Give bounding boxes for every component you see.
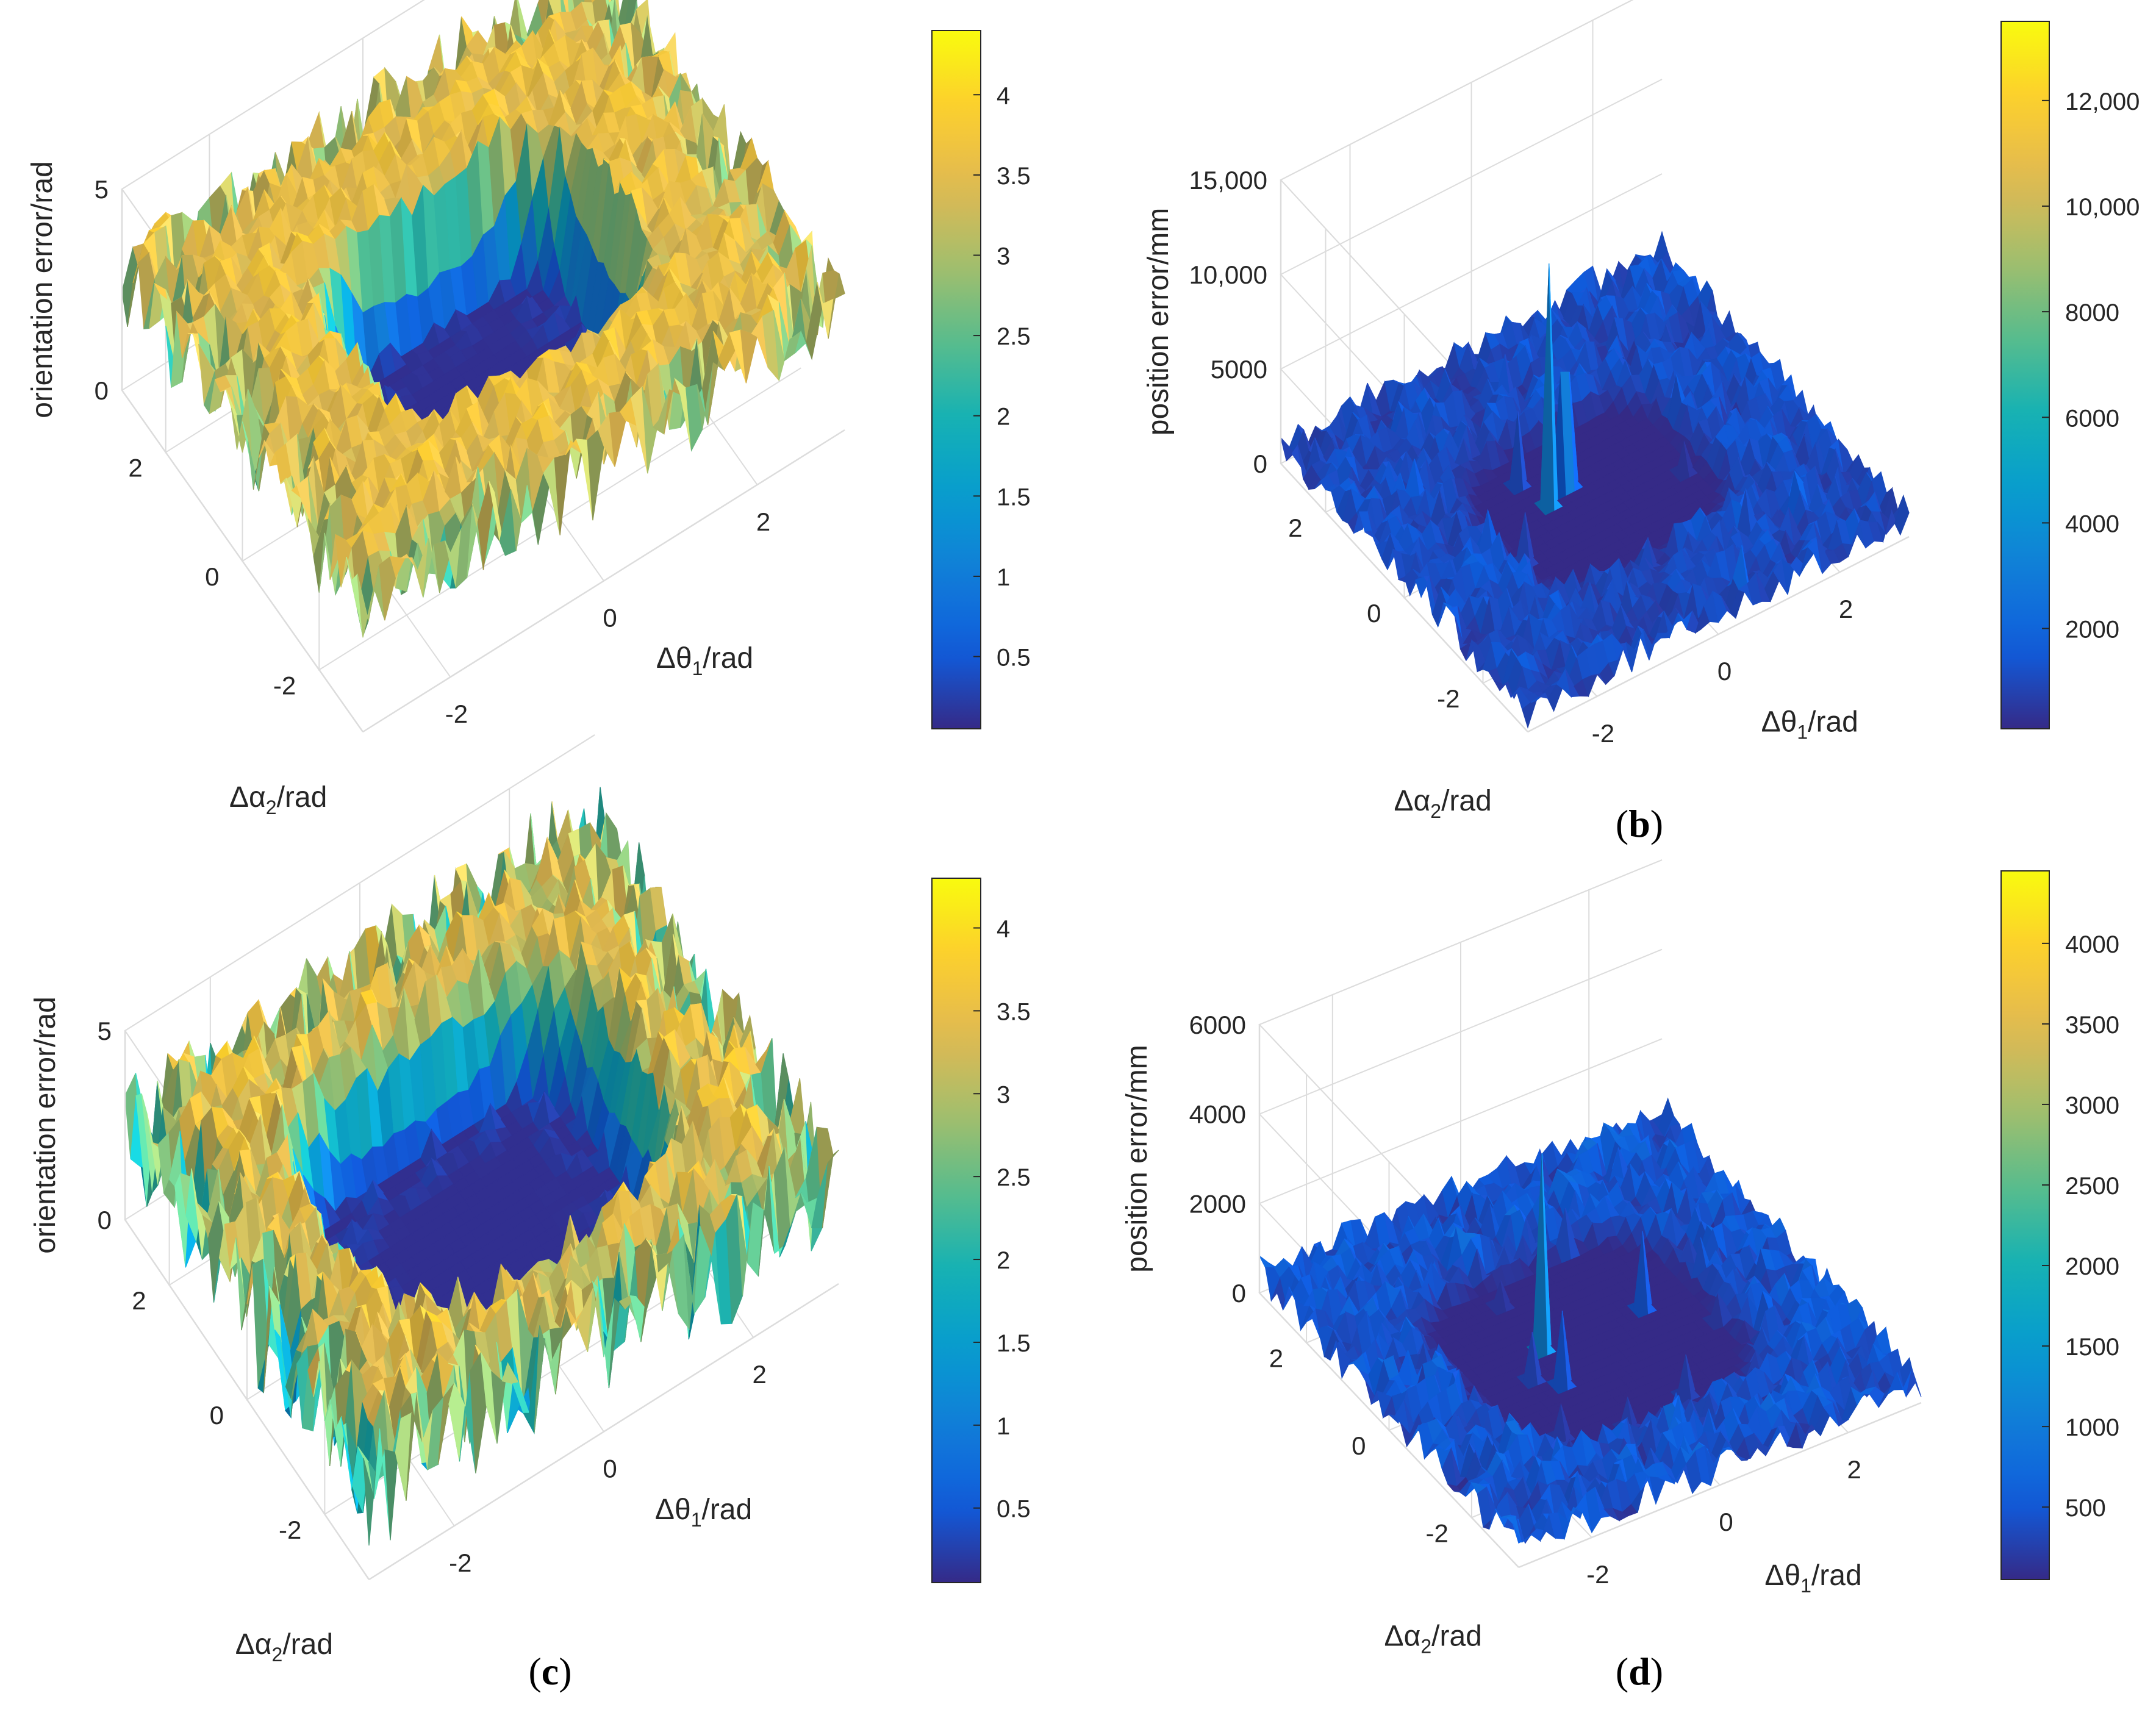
panel-caption: (b) xyxy=(1616,802,1663,845)
x-axis-title-unit: /rad xyxy=(1808,706,1858,738)
z-tick-label: 10,000 xyxy=(1189,260,1267,289)
y-axis-title-sub: 2 xyxy=(266,796,277,818)
colorbar-tick-label: 0.5 xyxy=(997,645,1031,671)
z-tick-label: 15,000 xyxy=(1189,166,1267,195)
x-axis-title-main: Δθ xyxy=(1761,706,1797,738)
colorbar-tick-label: 1 xyxy=(997,564,1010,591)
colorbar-tick-label: 2000 xyxy=(2065,617,2119,643)
y-axis-title-sub: 2 xyxy=(1430,800,1441,822)
colorbar-tick-label: 4 xyxy=(997,82,1010,109)
z-tick-label: 5000 xyxy=(1211,355,1267,384)
y-axis-title-main: Δα xyxy=(1394,785,1430,817)
x-tick-label: 0 xyxy=(603,604,617,632)
y-tick-label: -2 xyxy=(273,671,296,700)
colorbar-tick-label: 4000 xyxy=(2065,510,2119,537)
z-axis-title: orientation error/rad xyxy=(26,161,59,418)
colorbar-gradient xyxy=(931,30,981,729)
y-tick-label: 2 xyxy=(128,454,142,482)
colorbar-tick-label: 10,000 xyxy=(2065,194,2140,221)
x-axis-title: Δθ1/rad xyxy=(1761,706,1858,743)
z-tick-label: 0 xyxy=(1253,449,1267,478)
colorbar-tick-label: 12,000 xyxy=(2065,88,2140,115)
colorbar-tick-label: 6000 xyxy=(2065,405,2119,432)
x-tick-label: 2 xyxy=(1839,595,1853,623)
y-tick-label: 2 xyxy=(1288,514,1302,542)
colorbar-tick-label: 8000 xyxy=(2065,299,2119,326)
caption-open: ( xyxy=(1616,802,1628,845)
colorbar-tick-label: 2 xyxy=(997,404,1010,431)
y-axis-title: Δα2/rad xyxy=(229,781,327,818)
surface xyxy=(124,787,839,1546)
y-axis-title-main: Δα xyxy=(229,781,266,814)
colorbar-tick-label: 3.5 xyxy=(997,163,1031,190)
y-axis-title: Δα2/rad xyxy=(1394,785,1491,822)
surface-patch xyxy=(587,429,604,521)
colorbar-tick-label: 2.5 xyxy=(997,323,1031,350)
colorbar-gradient xyxy=(2000,21,2050,729)
x-axis-title-main: Δθ xyxy=(656,642,692,675)
colorbar-tick-label: 3 xyxy=(997,243,1010,270)
surface xyxy=(121,0,845,638)
x-tick-label: -2 xyxy=(1592,719,1614,748)
x-axis-title-unit: /rad xyxy=(703,642,753,675)
y-tick-label: -2 xyxy=(1437,684,1459,713)
colorbar-tick-label: 1.5 xyxy=(997,484,1031,510)
colorbar: 2000 4000 6000 8000 10,000 12,000 xyxy=(2000,21,2140,729)
x-axis-title-sub: 1 xyxy=(692,657,703,679)
z-axis-title: position error/mm xyxy=(1142,208,1175,435)
y-tick-label: 0 xyxy=(205,562,219,591)
colorbar: 0.5 1 1.5 2 2.5 3 3.5 4 xyxy=(931,30,1031,729)
y-axis-title-unit: /rad xyxy=(277,781,328,814)
x-tick-label: -2 xyxy=(445,700,468,728)
caption-letter: b xyxy=(1628,802,1650,845)
z-tick-label: 5 xyxy=(95,175,109,204)
y-tick-label: 0 xyxy=(1367,599,1381,628)
x-tick-label: 2 xyxy=(756,507,770,536)
x-axis-title-sub: 1 xyxy=(1797,721,1808,743)
x-tick-label: 0 xyxy=(1717,657,1732,685)
panel-b: -202-2020500010,00015,000Δθ1/radΔα2/radp… xyxy=(1142,0,2140,845)
surface-patch xyxy=(740,329,758,384)
x-axis-title: Δθ1/rad xyxy=(656,642,753,679)
y-axis-title-unit: /rad xyxy=(1441,785,1492,817)
caption-close: ) xyxy=(1650,802,1663,845)
z-tick-label: 0 xyxy=(95,376,109,405)
